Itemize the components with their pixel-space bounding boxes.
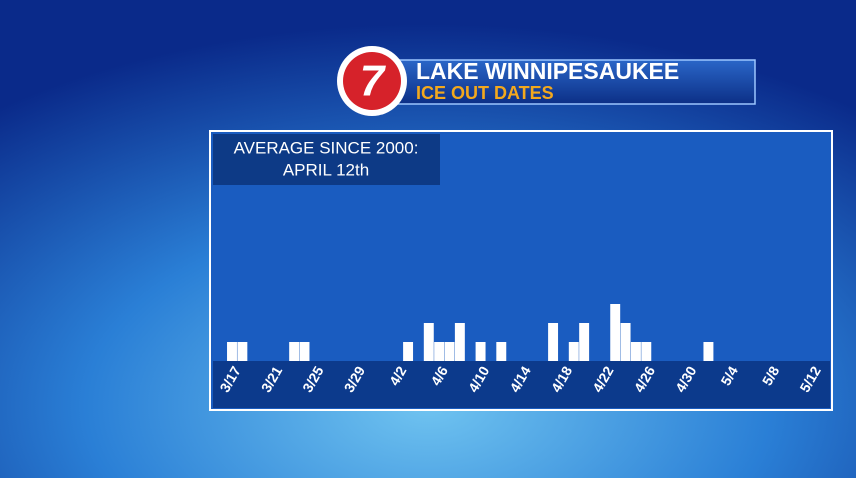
logo	[343, 52, 401, 110]
bar	[444, 342, 455, 361]
bar	[423, 323, 434, 361]
bar	[579, 323, 590, 361]
bar	[403, 342, 414, 361]
bar	[630, 342, 641, 361]
bar	[641, 342, 652, 361]
bar	[434, 342, 445, 361]
bar	[610, 304, 621, 361]
axis-band	[213, 361, 830, 408]
annotation-box	[213, 134, 440, 185]
logo-text: 7	[360, 57, 387, 106]
bar	[454, 323, 465, 361]
bar	[496, 342, 507, 361]
bar	[620, 323, 631, 361]
title-banner	[394, 59, 756, 105]
bar	[548, 323, 559, 361]
bar	[299, 342, 310, 361]
chart-title: LAKE WINNIPESAUKEE	[416, 58, 679, 84]
chart-subtitle: ICE OUT DATES	[416, 83, 554, 103]
bar	[227, 342, 237, 361]
annotation: APRIL 12th	[283, 160, 369, 179]
bar	[289, 342, 300, 361]
annotation: AVERAGE SINCE 2000:	[234, 138, 419, 157]
bar	[568, 342, 579, 361]
bar	[237, 342, 248, 361]
bar	[703, 342, 714, 361]
bar	[475, 342, 486, 361]
